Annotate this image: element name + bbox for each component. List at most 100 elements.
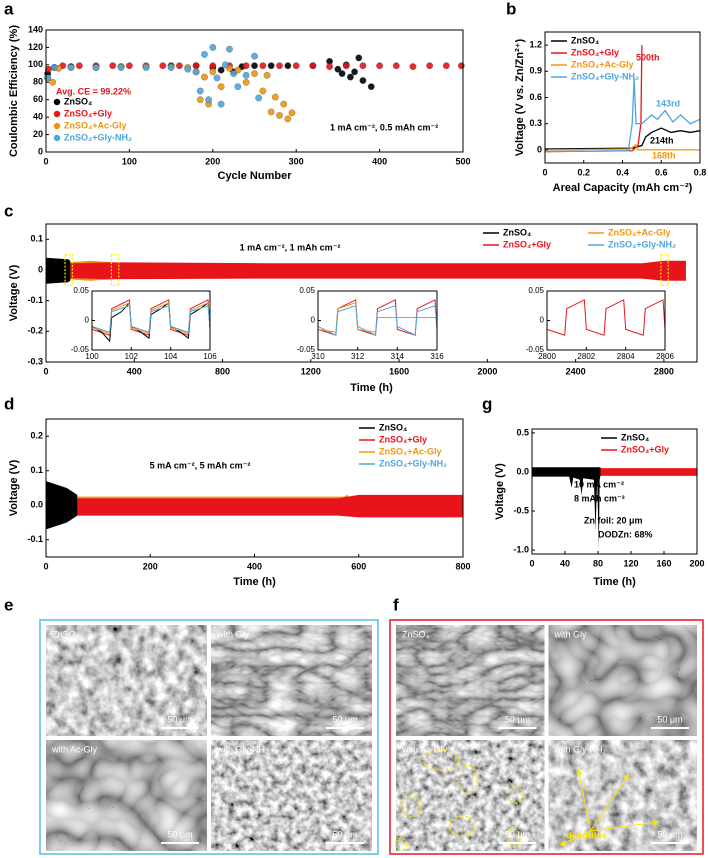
voltage-band xyxy=(532,467,601,549)
data-point xyxy=(192,68,200,76)
x-tick-label: 0.6 xyxy=(655,167,668,177)
data-point xyxy=(76,62,83,70)
legend-marker xyxy=(53,98,61,106)
sem-image xyxy=(548,740,697,851)
sem-image xyxy=(46,740,207,851)
data-point xyxy=(276,112,283,119)
x-tick-label: 400 xyxy=(127,366,142,376)
scale-bar-label: 50 μm xyxy=(167,829,192,839)
dendrite-outline xyxy=(458,765,478,795)
data-point xyxy=(126,62,133,70)
data-point xyxy=(342,62,350,70)
sem-label: ZnSO₄ xyxy=(402,629,430,639)
data-line xyxy=(91,302,211,335)
legend-label: ZnSO₄ xyxy=(64,96,92,106)
y-tick-label: -0.2 xyxy=(27,326,43,336)
data-line xyxy=(317,305,438,337)
x-tick-label: 0 xyxy=(43,366,48,376)
annotation: 10 mA cm⁻² xyxy=(574,479,624,489)
y-tick-label: 120 xyxy=(28,42,43,52)
x-axis-label: Time (h) xyxy=(593,576,636,588)
y-tick-label: 1.2 xyxy=(529,39,542,49)
legend-label: ZnSO₄ xyxy=(571,35,599,45)
data-point xyxy=(251,62,258,70)
sem-image xyxy=(46,625,207,736)
annotation-arrow xyxy=(590,774,630,832)
data-point xyxy=(196,87,204,95)
dendrite-outline xyxy=(508,786,524,804)
data-point xyxy=(217,83,225,90)
annotation: Zn foil: 20 μm xyxy=(584,515,643,525)
data-point xyxy=(355,54,363,62)
y-tick-label: 0.3 xyxy=(529,118,542,128)
data-point xyxy=(292,62,300,70)
legend-label: ZnSO₄+Gly-NH₂ xyxy=(64,132,132,142)
x-tick-label: 0 xyxy=(529,558,534,568)
y-axis-label: Coulombic Efficiency (%) xyxy=(8,25,20,157)
data-point xyxy=(209,44,217,51)
data-point xyxy=(426,62,433,70)
data-point xyxy=(259,62,267,70)
sem-image xyxy=(211,740,372,851)
y-tick-label: 0 xyxy=(537,144,542,154)
data-point xyxy=(67,64,75,71)
sem-annotation: dendrites xyxy=(566,830,607,840)
x-tick-label: 2800 xyxy=(654,366,674,376)
y-tick-label: 0.05 xyxy=(73,286,89,295)
legend-label: ZnSO₄+Gly xyxy=(621,444,669,454)
x-tick-label: 0.2 xyxy=(577,167,590,177)
legend-label: ZnSO₄ xyxy=(621,432,649,442)
sem-label: with Gly xyxy=(216,629,250,639)
legend-label: ZnSO₄+Ac-Gly xyxy=(608,227,671,237)
data-point xyxy=(226,45,233,53)
data-point xyxy=(184,65,192,73)
legend-label: ZnSO₄ xyxy=(503,227,531,237)
x-tick-label: 800 xyxy=(455,561,470,571)
scale-bar-label: 50 μm xyxy=(505,714,530,724)
scale-bar-label: 50 μm xyxy=(657,829,682,839)
data-point xyxy=(284,115,292,123)
data-point xyxy=(217,100,225,108)
data-point xyxy=(176,62,183,70)
legend-label: ZnSO₄ xyxy=(379,422,407,432)
y-tick-label: 0.05 xyxy=(299,286,315,295)
data-line xyxy=(544,78,701,153)
data-point xyxy=(205,96,212,104)
y-tick-label: 0 xyxy=(540,316,545,325)
inset-marker xyxy=(110,254,120,286)
data-point xyxy=(234,83,242,90)
data-point xyxy=(117,64,125,71)
plot-frame xyxy=(45,223,698,363)
y-tick-label: 0.0 xyxy=(30,500,43,510)
data-point xyxy=(280,100,288,108)
dendrite-outline xyxy=(507,828,521,848)
panel-letter: d xyxy=(4,394,14,413)
y-tick-label: -0.3 xyxy=(27,356,43,366)
x-axis-label: Cycle Number xyxy=(218,170,293,182)
legend-label: ZnSO₄+Gly-NH₂ xyxy=(379,458,447,468)
y-tick-label: 100 xyxy=(28,59,43,69)
legend-label: ZnSO₄+Gly xyxy=(64,108,112,118)
x-tick-label: 106 xyxy=(203,352,217,361)
legend-label: ZnSO₄+Gly-NH₂ xyxy=(608,239,676,249)
y-tick-label: 60 xyxy=(33,94,43,104)
legend-label: ZnSO₄+Ac-Gly xyxy=(571,59,634,69)
x-axis-label: Time (h) xyxy=(350,382,393,394)
x-tick-label: 80 xyxy=(593,558,603,568)
x-tick-label: 314 xyxy=(391,352,405,361)
data-point xyxy=(242,71,250,79)
sem-label: ZnSO₄ xyxy=(52,629,80,639)
sem-label: with Gly-NH₂ xyxy=(554,744,607,754)
y-tick-label: -0.05 xyxy=(297,345,316,354)
data-point xyxy=(50,64,58,71)
data-point xyxy=(142,64,150,71)
dendrite-outline xyxy=(401,794,421,818)
voltage-band xyxy=(46,494,463,518)
scale-bar-label: 50 μm xyxy=(167,714,192,724)
data-point xyxy=(376,62,383,70)
data-point xyxy=(409,63,417,70)
data-point xyxy=(201,51,208,58)
scale-bar-label: 50 μm xyxy=(505,829,530,839)
sem-image xyxy=(548,625,697,736)
data-point xyxy=(359,77,367,84)
